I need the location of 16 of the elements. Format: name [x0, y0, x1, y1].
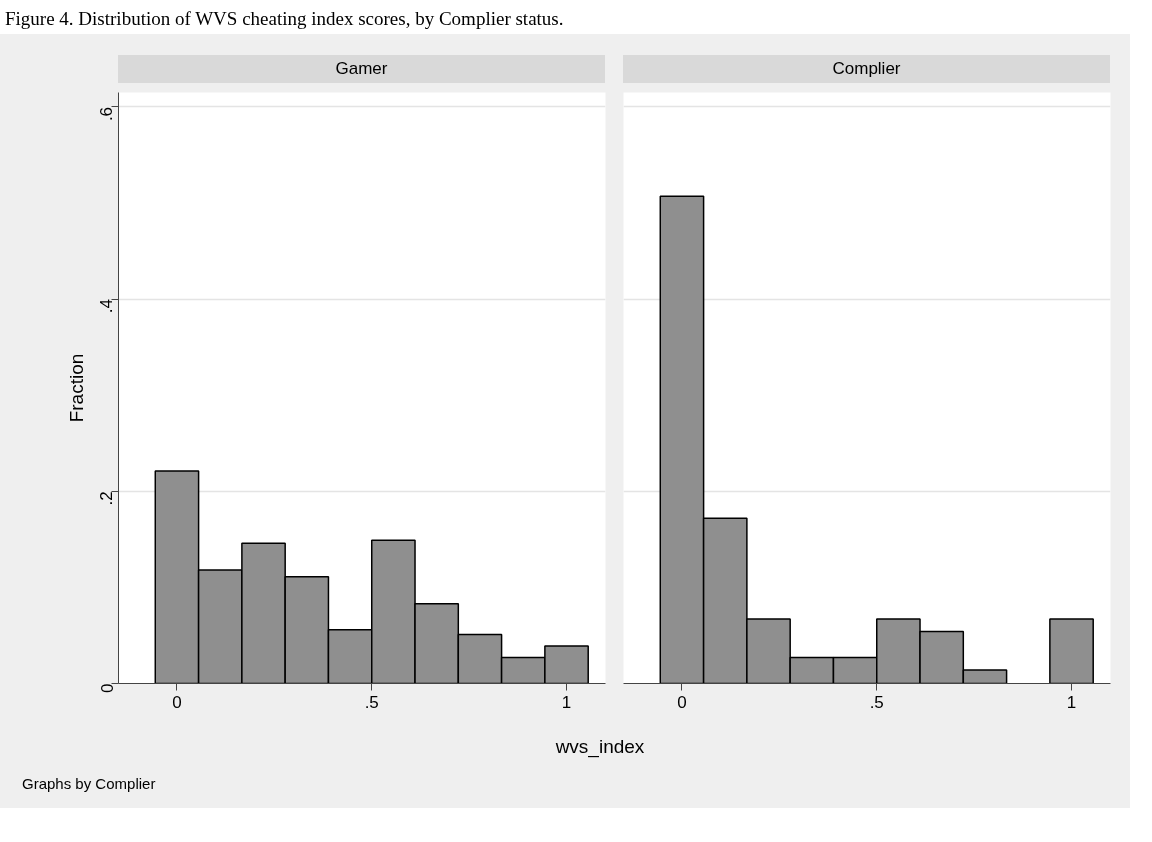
- chart-title: Gamer: [335, 58, 388, 80]
- y-tick-label: .4: [97, 299, 117, 314]
- x-tick-label: 1: [1066, 692, 1077, 712]
- chart-title: Complier: [832, 58, 901, 80]
- text: Graphs by Complier: [22, 774, 156, 794]
- y-tick-label: .2: [97, 491, 117, 506]
- y-tick-label: .6: [97, 106, 117, 122]
- x-tick-label: .5: [364, 692, 379, 712]
- y-tick-label: 0: [97, 683, 117, 693]
- caption: Figure 4. Distribution of WVS cheating index scores, by Complier status.: [5, 7, 564, 31]
- x-tick-label: 1: [561, 692, 572, 712]
- x-axis-title: wvs_index: [555, 735, 645, 760]
- y-axis-title: Fraction: [65, 353, 87, 423]
- x-tick-label: 0: [172, 692, 182, 712]
- x-tick-label: 0: [677, 692, 687, 712]
- x-tick-label: .5: [869, 692, 884, 712]
